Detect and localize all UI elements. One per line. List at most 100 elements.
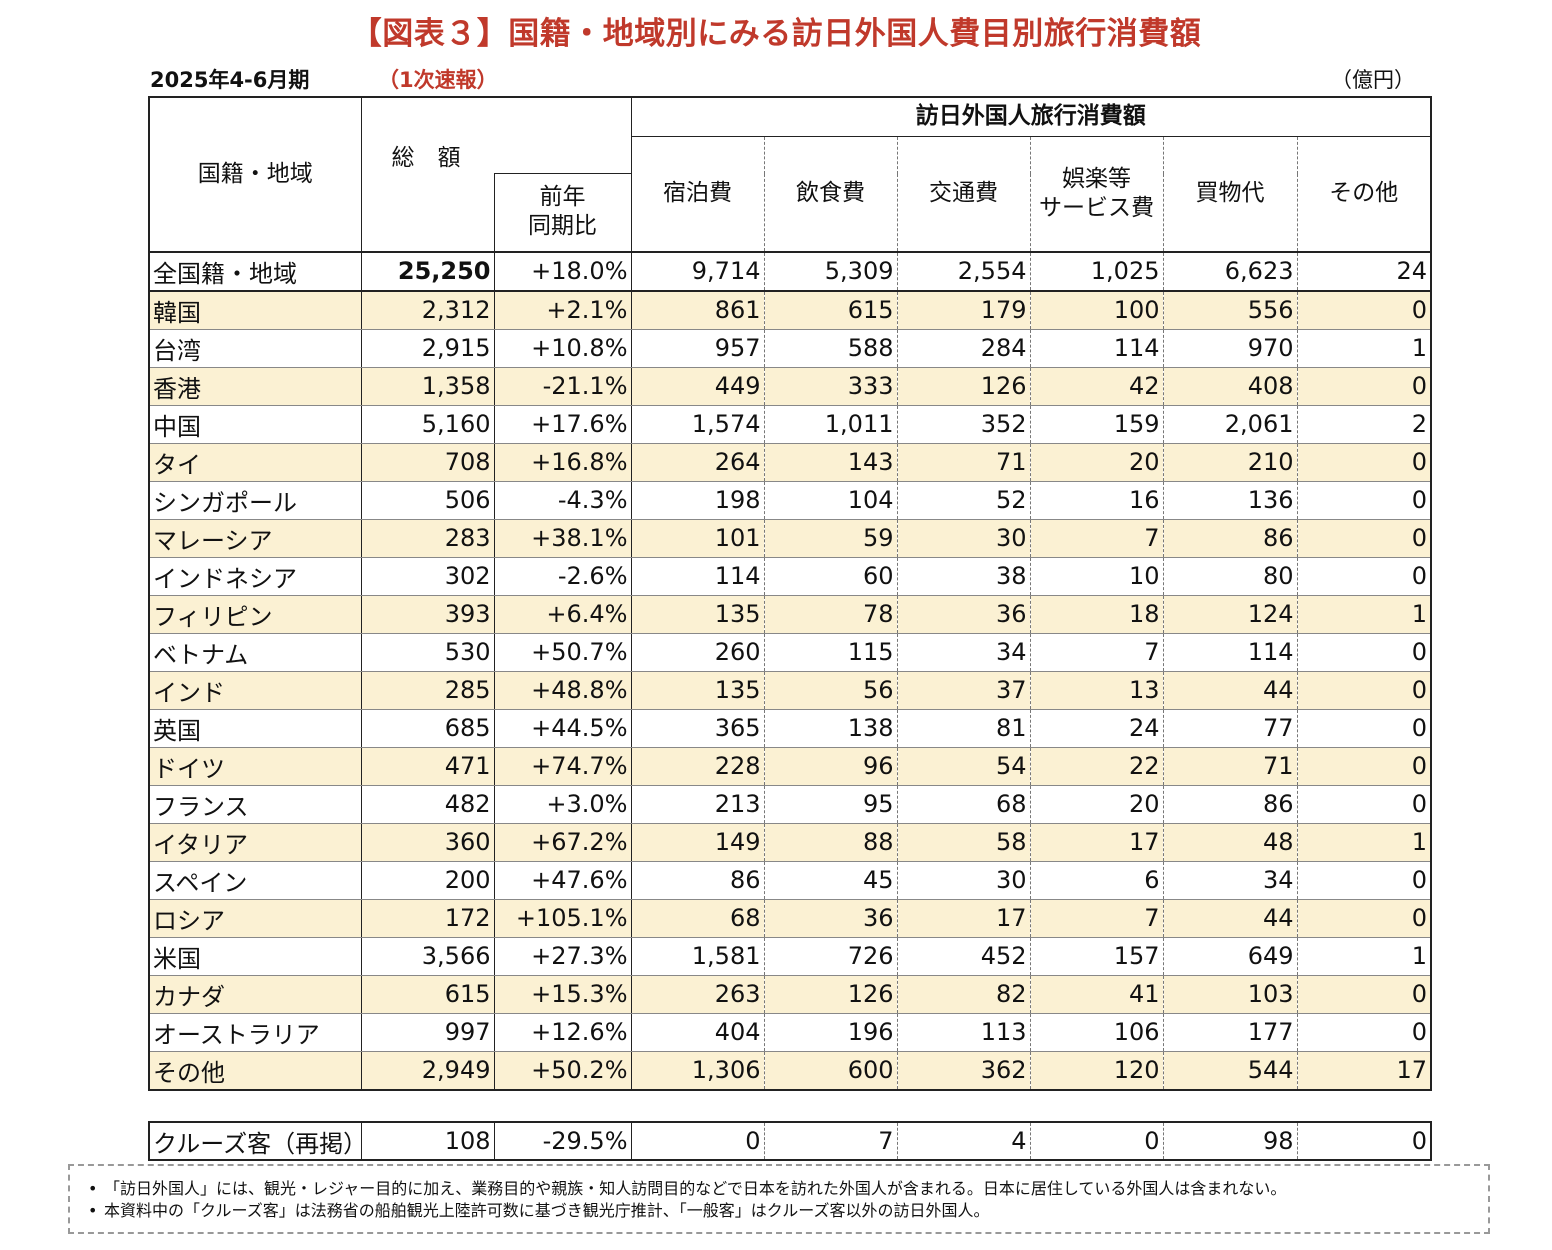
cell-shopping: 544 (1162, 1050, 1298, 1090)
cell-shopping: 114 (1162, 632, 1298, 672)
cell-transport: 38 (896, 556, 1031, 596)
header-total: 総 額 (360, 96, 632, 174)
cell-name: イタリア (148, 822, 362, 862)
cell-yoy: -21.1% (493, 366, 632, 406)
cell-total: 530 (360, 632, 495, 672)
cell-accommodation: 9,714 (630, 250, 765, 292)
cell-name: 香港 (148, 366, 362, 406)
cell-accommodation: 404 (630, 1012, 765, 1052)
table-row: カナダ 615 +15.3% 263 126 82 41 103 0 (148, 974, 1432, 1014)
total-row: 全国籍・地域 25,250 +18.0% 9,714 5,309 2,554 1,025 6,… (148, 250, 1432, 292)
cell-food: 143 (763, 442, 898, 482)
unit-label: （億円） (1331, 68, 1415, 92)
table-row: 米国 3,566 +27.3% 1,581 726 452 157 649 1 (148, 936, 1432, 976)
cell-yoy: +44.5% (493, 708, 632, 748)
notes-box: • 「訪日外国人」には、観光・レジャー目的に加え、業務目的や親族・知人訪問目的など… (68, 1164, 1490, 1234)
cell-entertainment: 41 (1029, 974, 1164, 1014)
cell-yoy: +10.8% (493, 328, 632, 368)
cell-total: 5,160 (360, 404, 495, 444)
header-yoy: 前年 同期比 (493, 173, 632, 252)
cell-yoy: +38.1% (493, 518, 632, 558)
cell-name: カナダ (148, 974, 362, 1014)
cell-shopping: 177 (1162, 1012, 1298, 1052)
cell-transport: 30 (896, 860, 1031, 900)
cell-total: 285 (360, 670, 495, 710)
cruise-name: クルーズ客（再掲） (148, 1122, 362, 1160)
cell-entertainment: 13 (1029, 670, 1164, 710)
cell-food: 95 (763, 784, 898, 824)
cell-entertainment: 114 (1029, 328, 1164, 368)
cell-shopping: 48 (1162, 822, 1298, 862)
cell-yoy: +2.1% (493, 290, 632, 330)
cell-shopping: 6,623 (1162, 250, 1298, 292)
cell-accommodation: 264 (630, 442, 765, 482)
cell-food: 45 (763, 860, 898, 900)
cell-other: 0 (1296, 366, 1432, 406)
cell-transport: 37 (896, 670, 1031, 710)
cell-name: インドネシア (148, 556, 362, 596)
cell-entertainment: 10 (1029, 556, 1164, 596)
cell-total: 302 (360, 556, 495, 596)
cell-yoy: +12.6% (493, 1012, 632, 1052)
table-row: スペイン 200 +47.6% 86 45 30 6 34 0 (148, 860, 1432, 900)
cell-transport: 54 (896, 746, 1031, 786)
cell-other: 0 (1296, 556, 1432, 596)
cell-yoy: +48.8% (493, 670, 632, 710)
cell-other: 1 (1296, 328, 1432, 368)
cell-transport: 52 (896, 480, 1031, 520)
spending-table: 国籍・地域 総 額 訪日外国人旅行消費額 宿泊費 飲食費 交通費 娯楽等 サービス… (148, 96, 1433, 1091)
cell-food: 196 (763, 1012, 898, 1052)
cell-yoy: +74.7% (493, 746, 632, 786)
cell-other: 0 (1296, 784, 1432, 824)
cell-entertainment: 17 (1029, 822, 1164, 862)
cell-shopping: 34 (1162, 860, 1298, 900)
note-item: • 「訪日外国人」には、観光・レジャー目的に加え、業務目的や親族・知人訪問目的など… (88, 1179, 1287, 1198)
cruise-entertainment: 0 (1029, 1122, 1164, 1160)
cell-food: 88 (763, 822, 898, 862)
table-row: フランス 482 +3.0% 213 95 68 20 86 0 (148, 784, 1432, 824)
cell-shopping: 2,061 (1162, 404, 1298, 444)
cell-yoy: +50.2% (493, 1050, 632, 1090)
cell-transport: 36 (896, 594, 1031, 634)
cell-accommodation: 135 (630, 670, 765, 710)
cell-total: 482 (360, 784, 495, 824)
cell-yoy: +3.0% (493, 784, 632, 824)
cell-name: ドイツ (148, 746, 362, 786)
cell-name: その他 (148, 1050, 362, 1090)
cell-yoy: -4.3% (493, 480, 632, 520)
cell-other: 0 (1296, 898, 1432, 938)
cell-entertainment: 120 (1029, 1050, 1164, 1090)
cell-name: オーストラリア (148, 1012, 362, 1052)
cell-transport: 34 (896, 632, 1031, 672)
cell-yoy: +50.7% (493, 632, 632, 672)
cruise-other: 0 (1296, 1122, 1432, 1160)
cell-accommodation: 135 (630, 594, 765, 634)
cell-entertainment: 6 (1029, 860, 1164, 900)
table-row: インド 285 +48.8% 135 56 37 13 44 0 (148, 670, 1432, 710)
cell-name: 台湾 (148, 328, 362, 368)
cell-food: 138 (763, 708, 898, 748)
cell-total: 615 (360, 974, 495, 1014)
cell-name: マレーシア (148, 518, 362, 558)
table-row: 英国 685 +44.5% 365 138 81 24 77 0 (148, 708, 1432, 748)
cell-food: 59 (763, 518, 898, 558)
cell-total: 471 (360, 746, 495, 786)
table-row: ベトナム 530 +50.7% 260 115 34 7 114 0 (148, 632, 1432, 672)
cell-shopping: 136 (1162, 480, 1298, 520)
cell-transport: 71 (896, 442, 1031, 482)
cell-accommodation: 198 (630, 480, 765, 520)
cell-name: スペイン (148, 860, 362, 900)
table-row: フィリピン 393 +6.4% 135 78 36 18 124 1 (148, 594, 1432, 634)
table-row: インドネシア 302 -2.6% 114 60 38 10 80 0 (148, 556, 1432, 596)
cell-shopping: 80 (1162, 556, 1298, 596)
cell-other: 0 (1296, 290, 1432, 330)
cell-food: 36 (763, 898, 898, 938)
cell-name: シンガポール (148, 480, 362, 520)
cell-name: 韓国 (148, 290, 362, 330)
cell-name: フィリピン (148, 594, 362, 634)
cell-entertainment: 7 (1029, 898, 1164, 938)
cell-shopping: 44 (1162, 670, 1298, 710)
period-label: 2025年4-6月期 (150, 68, 310, 92)
cell-entertainment: 100 (1029, 290, 1164, 330)
cell-food: 115 (763, 632, 898, 672)
